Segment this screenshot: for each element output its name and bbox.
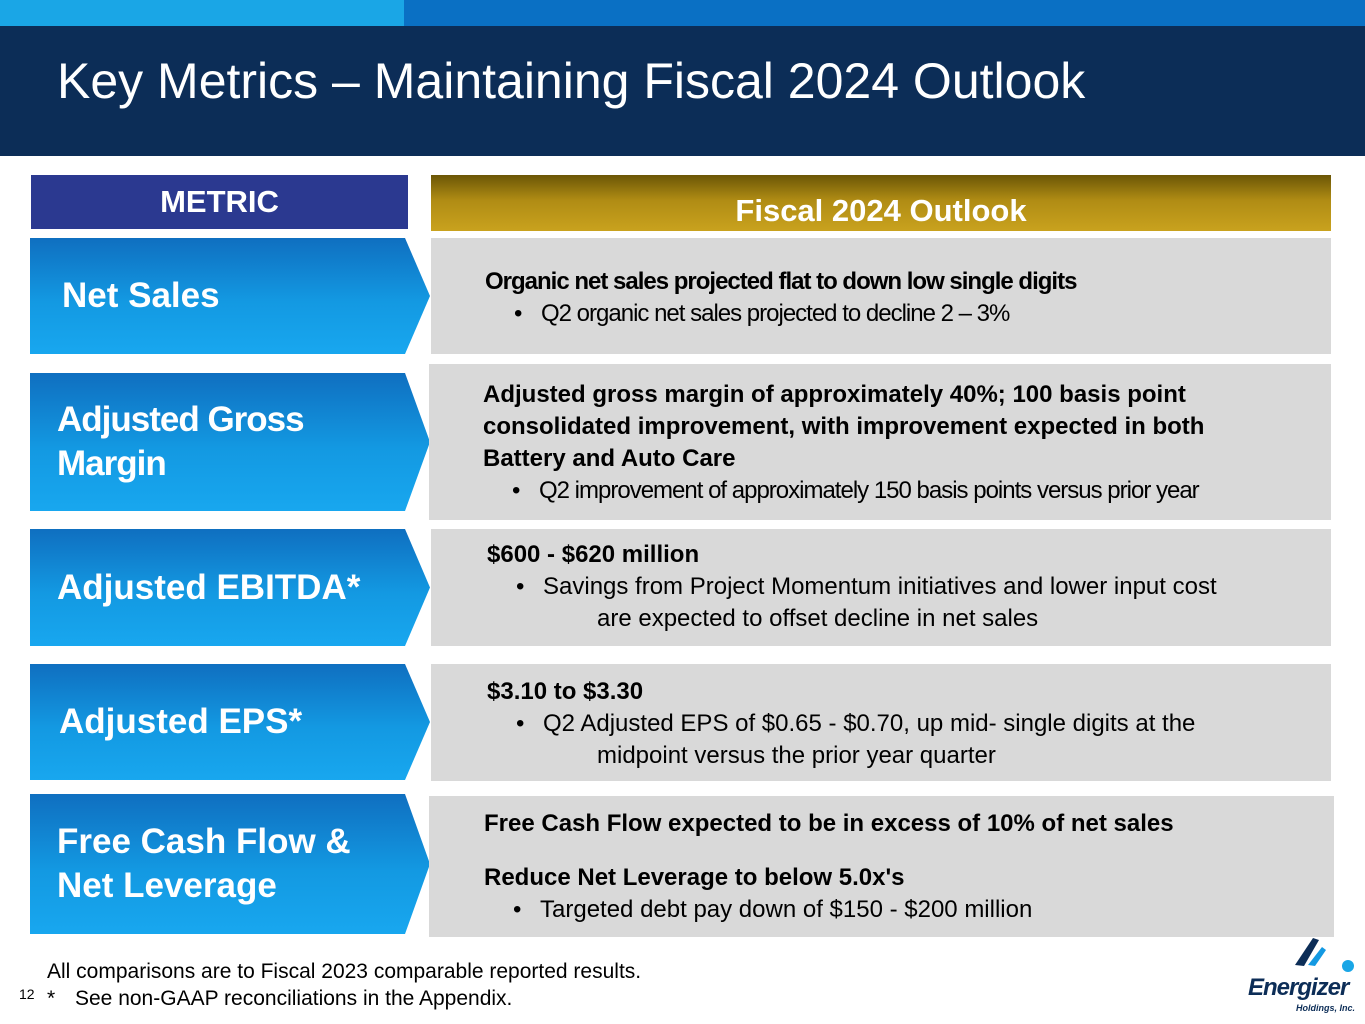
outlook-adjusted-eps: $3.10 to $3.30 • Q2 Adjusted EPS of $0.65… (431, 664, 1331, 781)
outlook-bullet: • Q2 organic net sales projected to decli… (514, 300, 1010, 327)
title-bar (0, 26, 1365, 156)
outlook-free-cash-flow-net-leverage: Free Cash Flow expected to be in excess … (429, 796, 1334, 937)
metric-column-header: METRIC (31, 175, 408, 229)
outlook-bullet-continuation: midpoint versus the prior year quarter (597, 742, 996, 769)
outlook-net-sales: Organic net sales projected flat to down… (431, 238, 1331, 354)
footnote-asterisk: * (47, 987, 56, 1010)
outlook-headline-line: Adjusted gross margin of approximately 4… (483, 381, 1186, 408)
outlook-headline: $600 - $620 million (487, 541, 700, 568)
metric-label: Adjusted EBITDA* (57, 567, 361, 607)
footnote-comparison: All comparisons are to Fiscal 2023 compa… (47, 960, 642, 983)
metric-label-line: Adjusted Gross (57, 400, 305, 440)
footnotes: All comparisons are to Fiscal 2023 compa… (47, 958, 641, 1012)
page-title: Key Metrics – Maintaining Fiscal 2024 Ou… (57, 53, 1086, 109)
outlook-headline-2: Reduce Net Leverage to below 5.0x's (484, 864, 905, 891)
outlook-adjusted-ebitda: $600 - $620 million • Savings from Projec… (431, 529, 1331, 646)
metric-adjusted-ebitda: Adjusted EBITDA* (30, 529, 430, 646)
outlook-bullet-continuation: are expected to offset decline in net sa… (597, 605, 1039, 632)
outlook-headline-line: consolidated improvement, with improveme… (483, 413, 1205, 440)
outlook-headline: Free Cash Flow expected to be in excess … (484, 810, 1174, 837)
outlook-bullet: • Q2 Adjusted EPS of $0.65 - $0.70, up mi… (516, 710, 1196, 737)
metric-label: Net Sales (62, 276, 220, 316)
outlook-headline: Organic net sales projected flat to down… (485, 268, 1077, 295)
top-accent-bar-dark (404, 0, 1365, 26)
metric-adjusted-gross-margin: Adjusted Gross Margin (30, 373, 430, 511)
outlook-bullet: • Savings from Project Momentum initiativ… (516, 573, 1217, 600)
metric-label-line: Net Leverage (57, 866, 277, 905)
metric-label-line: Margin (57, 444, 167, 483)
top-accent-bar-light (0, 0, 404, 26)
energizer-logo-icon (1295, 938, 1354, 972)
metric-net-sales: Net Sales (30, 238, 430, 354)
metric-adjusted-eps: Adjusted EPS* (30, 664, 430, 780)
logo-wordmark: Energizer (1248, 974, 1349, 1001)
footnote-non-gaap: * See non-GAAP reconciliations in the App… (47, 987, 513, 1010)
page-number: 12 (19, 986, 35, 1002)
metric-label-line: Free Cash Flow & (57, 822, 351, 862)
metric-label: Adjusted EPS* (59, 702, 303, 742)
outlook-headline: $3.10 to $3.30 (487, 678, 644, 705)
outlook-bullet: • Q2 improvement of approximately 150 bas… (512, 477, 1200, 504)
metric-free-cash-flow-net-leverage: Free Cash Flow & Net Leverage (30, 794, 430, 934)
outlook-headline-line: Battery and Auto Care (483, 445, 736, 472)
outlook-column-header: Fiscal 2024 Outlook (431, 175, 1331, 231)
outlook-bullet: • Targeted debt pay down of $150 - $200 m… (513, 896, 1033, 923)
outlook-adjusted-gross-margin: Adjusted gross margin of approximately 4… (429, 364, 1331, 520)
logo-subtitle: Holdings, Inc. (1296, 1003, 1356, 1013)
